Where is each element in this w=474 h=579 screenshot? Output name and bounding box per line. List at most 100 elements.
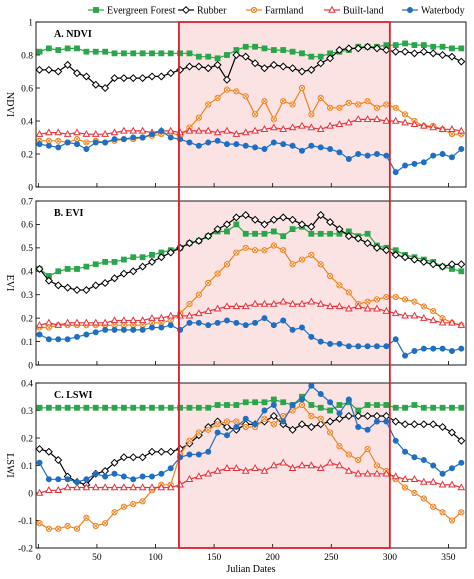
data-point [166, 126, 175, 134]
y-tick-label: 0 [28, 489, 33, 499]
data-point [73, 136, 81, 143]
data-point [73, 286, 82, 295]
data-point [410, 120, 419, 127]
data-point [260, 466, 269, 474]
data-point [326, 417, 335, 426]
marker-cross [206, 280, 211, 286]
data-point [457, 320, 466, 328]
data-point [102, 259, 109, 265]
data-point [270, 228, 277, 235]
data-point [55, 47, 62, 53]
data-point [438, 262, 447, 271]
series-built-land [35, 115, 466, 137]
data-point [148, 483, 156, 491]
x-tick-label: 200 [266, 553, 281, 563]
data-point [391, 116, 400, 124]
marker-cross [309, 252, 314, 258]
data-point [55, 525, 62, 532]
data-point [139, 473, 146, 480]
data-point [213, 304, 222, 312]
data-point [448, 318, 456, 326]
y-tick-label: 0.1 [21, 462, 33, 472]
data-point [316, 299, 325, 307]
y-tick-label: 1 [28, 18, 33, 28]
data-point [91, 80, 100, 89]
data-point [438, 480, 447, 488]
marker-cross [271, 117, 276, 122]
data-point [92, 522, 99, 530]
data-point [458, 509, 465, 516]
data-point [298, 396, 305, 403]
data-point [373, 343, 380, 350]
data-point [327, 407, 333, 414]
data-point [355, 101, 362, 108]
data-point [270, 242, 277, 249]
data-point [195, 319, 202, 326]
y-tick-label: 0.4 [21, 117, 33, 127]
data-point [373, 115, 381, 123]
data-point [110, 128, 119, 136]
data-point [157, 313, 166, 321]
marker-cross [290, 262, 295, 267]
data-point [195, 142, 202, 149]
data-point [222, 220, 231, 229]
data-point [382, 469, 391, 477]
data-point [419, 420, 428, 429]
marker-cross [337, 444, 342, 449]
data-point [213, 128, 222, 136]
data-point [214, 319, 221, 326]
data-point [279, 213, 288, 222]
data-point [158, 50, 165, 57]
data-point [326, 104, 334, 111]
data-point [44, 447, 53, 456]
data-point [233, 319, 240, 326]
data-point [120, 503, 127, 510]
data-point [45, 142, 52, 149]
data-point [269, 215, 278, 224]
data-point [298, 401, 306, 409]
data-point [166, 447, 175, 456]
data-point [205, 426, 212, 433]
data-point [55, 476, 62, 483]
data-point [401, 118, 409, 126]
marker-cross [337, 283, 342, 288]
data-point [307, 65, 316, 74]
data-point [429, 123, 438, 131]
data-point [233, 141, 240, 148]
data-point [224, 52, 230, 58]
data-point [233, 402, 240, 408]
data-point [242, 415, 249, 422]
data-point [364, 445, 371, 453]
data-point [448, 125, 456, 132]
marker-cross [243, 94, 248, 99]
data-point [410, 255, 419, 264]
data-point [224, 228, 230, 235]
data-point [120, 136, 127, 143]
legend-marker-evergreen-forest [93, 7, 99, 13]
data-point [260, 64, 269, 73]
data-point [326, 272, 334, 280]
data-point [35, 264, 44, 273]
data-point [326, 218, 335, 227]
data-point [326, 54, 335, 63]
data-point [364, 98, 371, 105]
data-point [111, 509, 118, 516]
data-point [55, 137, 62, 144]
data-point [269, 60, 278, 69]
data-point [439, 43, 446, 50]
data-point [204, 469, 213, 477]
data-point [157, 447, 166, 456]
data-point [158, 404, 165, 411]
data-point [92, 404, 99, 411]
data-point [45, 525, 52, 532]
data-point [185, 126, 194, 134]
y-tick-label: 0.5 [21, 244, 33, 254]
data-point [186, 50, 193, 57]
data-point [74, 266, 80, 272]
marker-cross [374, 297, 380, 302]
y-tick-label: 0.2 [21, 314, 33, 324]
y-tick-label: 0.3 [21, 407, 33, 417]
data-point [457, 126, 466, 134]
data-point [64, 45, 71, 52]
marker-cross [271, 243, 276, 248]
